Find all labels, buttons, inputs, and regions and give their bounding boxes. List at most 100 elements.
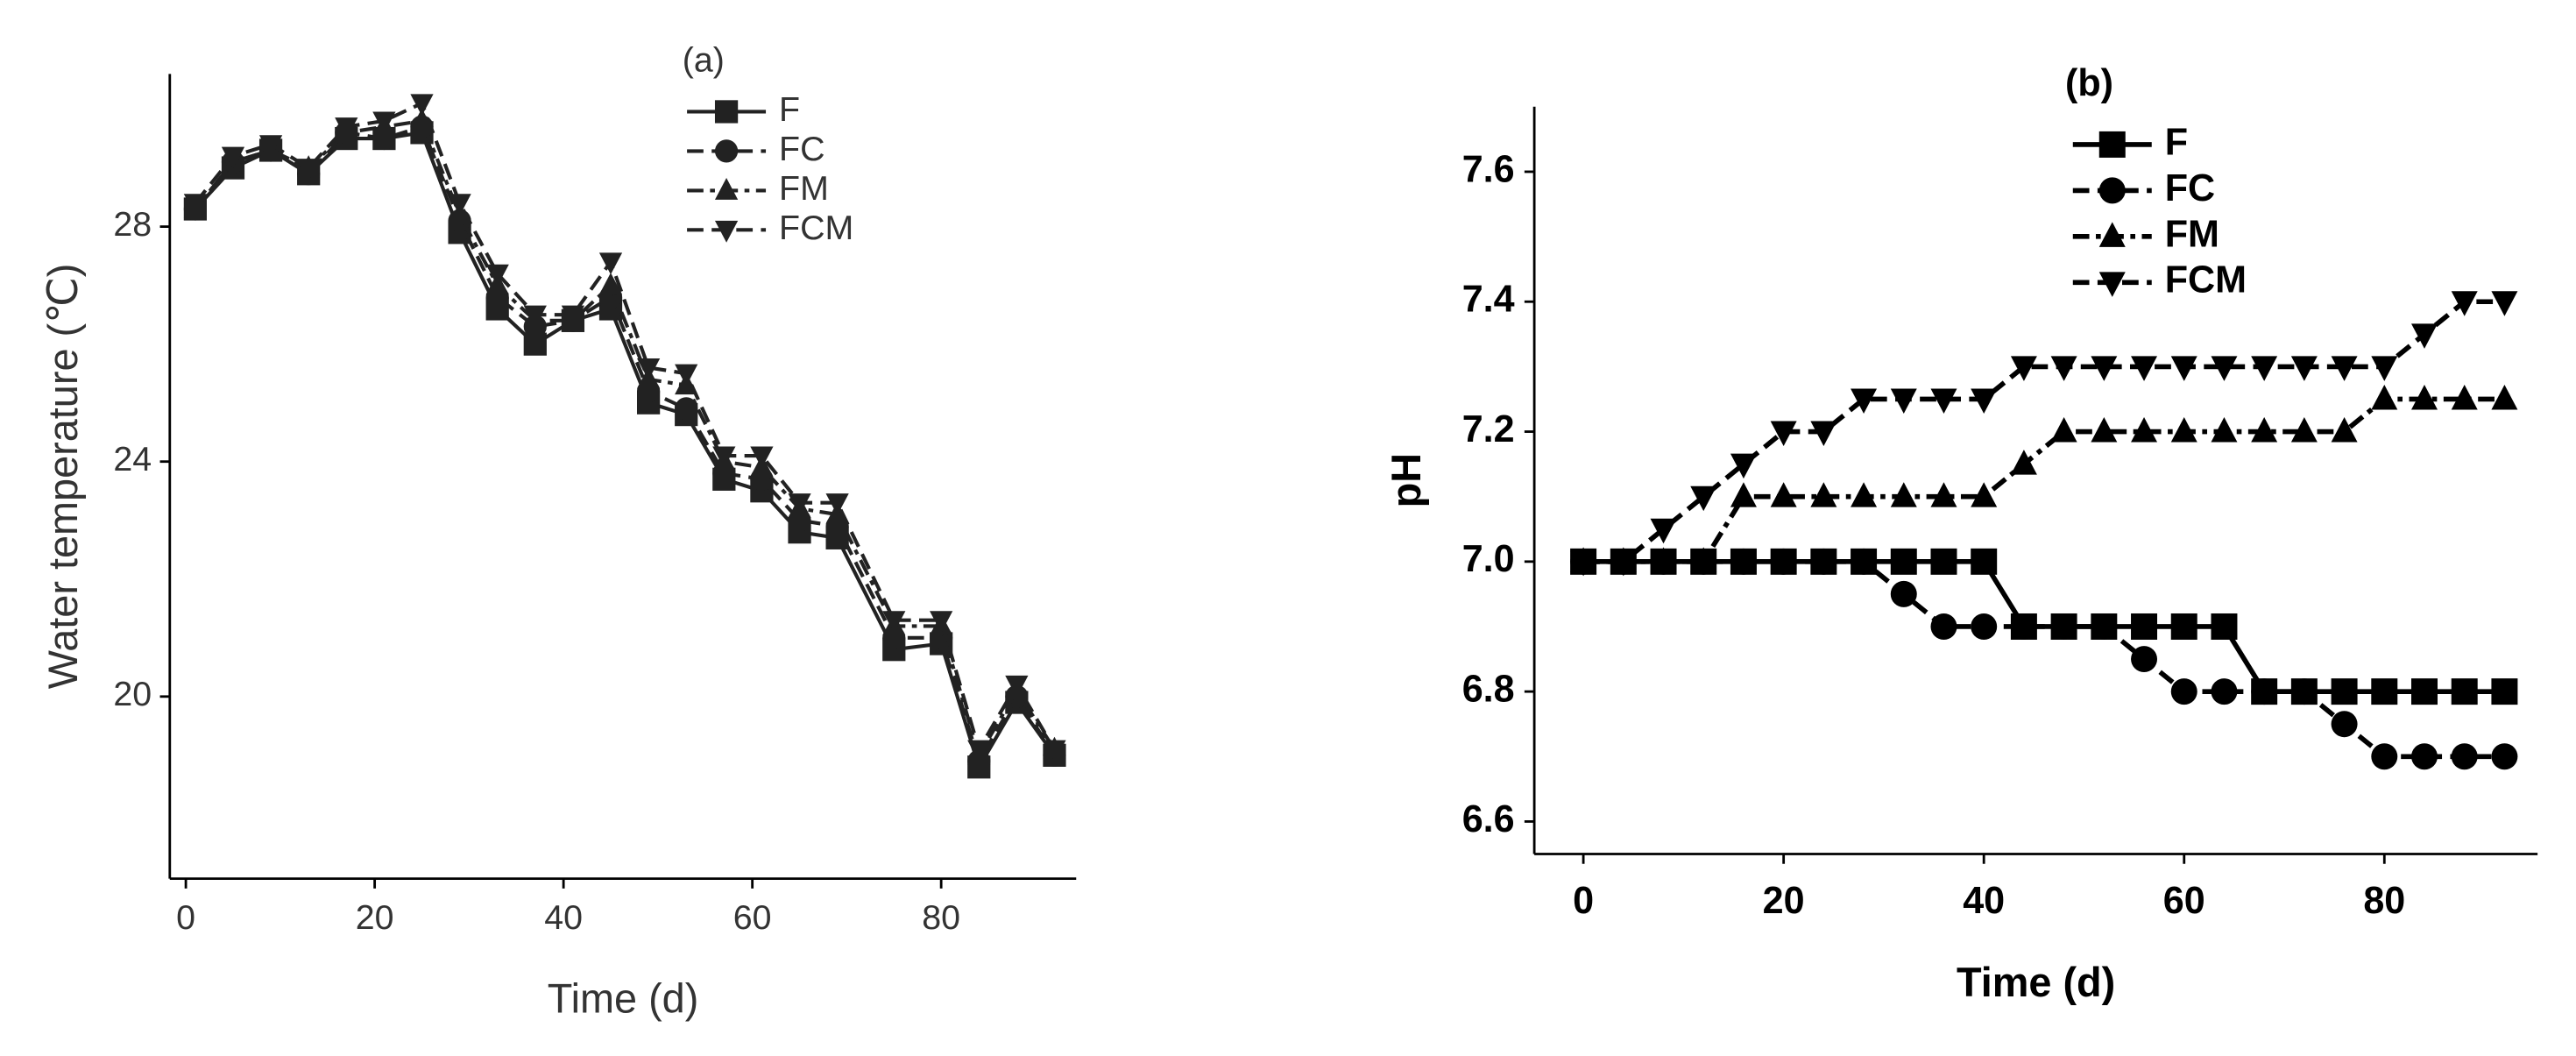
marker <box>485 264 509 287</box>
marker <box>2331 356 2358 381</box>
marker <box>825 493 849 516</box>
marker <box>2251 356 2278 381</box>
marker <box>2131 646 2158 673</box>
marker <box>297 159 321 181</box>
x-tick-label: 20 <box>1763 880 1805 922</box>
y-tick-label: 6.8 <box>1462 669 1515 711</box>
marker <box>1810 421 1837 447</box>
marker <box>221 146 245 169</box>
marker <box>1890 388 1917 414</box>
marker <box>2050 417 2077 443</box>
y-tick-label: 20 <box>113 675 152 713</box>
marker <box>2491 743 2518 770</box>
marker <box>636 358 661 380</box>
legend-marker <box>2098 272 2126 297</box>
marker <box>675 364 698 386</box>
marker <box>788 493 811 516</box>
marker <box>2251 417 2278 443</box>
legend-marker <box>714 139 739 163</box>
series-line <box>194 124 1057 766</box>
marker <box>2491 291 2518 316</box>
y-axis-label: Water temperature (℃) <box>40 264 86 690</box>
marker <box>1971 482 1998 507</box>
legend-label: FM <box>779 169 829 208</box>
legend-label: F <box>779 90 800 129</box>
marker <box>1690 485 1717 512</box>
marker <box>2290 356 2318 381</box>
marker <box>2331 417 2358 443</box>
marker <box>1851 388 1878 414</box>
marker <box>410 108 434 131</box>
marker <box>1971 388 1998 414</box>
y-tick-label: 24 <box>113 440 152 478</box>
marker <box>2451 291 2478 316</box>
marker <box>523 305 547 328</box>
legend-label: FC <box>2165 167 2215 209</box>
marker <box>1730 453 1757 479</box>
marker <box>598 273 623 295</box>
marker <box>1851 548 1878 575</box>
marker <box>1690 547 1717 572</box>
marker <box>2091 613 2118 640</box>
legend-marker <box>714 177 739 200</box>
x-tick-label: 0 <box>176 898 195 937</box>
marker <box>1610 550 1637 577</box>
marker <box>2371 678 2398 705</box>
y-tick-label: 6.6 <box>1462 798 1515 840</box>
marker <box>1770 421 1797 447</box>
y-axis-label: pH <box>1384 453 1429 507</box>
y-tick-label: 28 <box>113 205 152 244</box>
marker <box>1730 482 1757 507</box>
marker <box>1930 548 1957 575</box>
marker <box>882 611 906 634</box>
series-line <box>1583 559 2505 760</box>
x-tick-label: 20 <box>356 898 394 937</box>
marker <box>2010 356 2037 381</box>
marker <box>258 135 283 158</box>
marker <box>675 397 698 421</box>
marker <box>1005 675 1029 698</box>
x-tick-label: 60 <box>733 898 772 937</box>
y-tick-label: 7.2 <box>1462 408 1515 450</box>
marker <box>2131 356 2158 381</box>
marker <box>2091 417 2118 443</box>
marker <box>335 117 358 140</box>
legend-label: FM <box>2165 213 2219 255</box>
x-axis-label: Time (d) <box>1957 960 2115 1005</box>
marker <box>2050 356 2077 381</box>
marker <box>1770 548 1797 575</box>
marker <box>2411 743 2438 770</box>
marker <box>1890 548 1917 575</box>
x-tick-label: 80 <box>922 898 960 937</box>
legend-label: FCM <box>2165 259 2247 301</box>
marker <box>1930 388 1957 414</box>
marker <box>2211 356 2238 381</box>
legend-marker <box>2098 177 2126 204</box>
series-line <box>1583 299 2505 564</box>
marker <box>2331 678 2358 705</box>
marker <box>1890 580 1917 607</box>
x-tick-label: 40 <box>1963 880 2005 922</box>
marker <box>372 111 396 134</box>
legend-label: F <box>2165 121 2188 163</box>
marker <box>2211 613 2238 640</box>
marker <box>2371 384 2398 410</box>
marker <box>2091 356 2118 381</box>
marker <box>2170 356 2197 381</box>
marker <box>2411 384 2438 410</box>
marker <box>2010 450 2037 475</box>
marker <box>2010 613 2037 640</box>
marker <box>712 446 736 469</box>
marker <box>183 194 207 216</box>
marker <box>1810 548 1837 575</box>
marker <box>2251 678 2278 705</box>
x-tick-label: 40 <box>544 898 583 937</box>
marker <box>2371 356 2398 381</box>
y-tick-label: 7.0 <box>1462 538 1515 580</box>
marker <box>930 611 953 634</box>
marker <box>2170 678 2197 705</box>
marker <box>1770 482 1797 507</box>
x-tick-label: 80 <box>2363 880 2405 922</box>
